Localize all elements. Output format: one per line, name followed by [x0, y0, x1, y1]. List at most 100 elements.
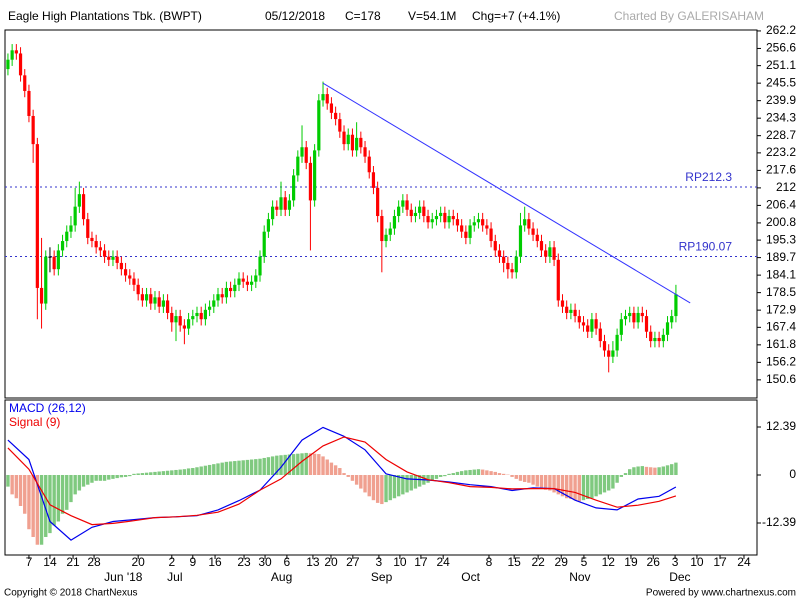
month-label: Jul — [167, 570, 182, 584]
candle-body — [140, 294, 144, 301]
candle-body — [266, 219, 271, 232]
candle-body — [573, 309, 577, 317]
histogram-bar — [203, 465, 208, 476]
histogram-bar — [52, 475, 56, 526]
candle-body — [472, 222, 476, 226]
candle-body — [136, 284, 140, 295]
candle-body — [640, 312, 644, 317]
histogram-bar — [14, 475, 19, 499]
candle-body — [476, 219, 481, 223]
histogram-bar — [480, 469, 485, 476]
candle-body — [611, 350, 615, 357]
candle-body — [497, 250, 502, 257]
candle-body — [153, 297, 157, 304]
histogram-bar — [224, 461, 229, 476]
month-label: Jun '18 — [104, 570, 143, 584]
histogram-bar — [90, 475, 94, 483]
histogram-bar — [527, 475, 531, 483]
candle-body — [455, 219, 460, 226]
histogram-bar — [522, 475, 527, 482]
candle-body — [44, 256, 48, 304]
histogram-bar — [132, 473, 136, 476]
candle-body — [304, 147, 308, 163]
histogram-bar — [65, 475, 69, 510]
candle-body — [586, 325, 590, 332]
candle-body — [241, 278, 245, 282]
candle-body — [426, 216, 430, 223]
candle-body — [182, 325, 186, 329]
candle-body — [157, 297, 161, 307]
candle-body — [170, 312, 174, 323]
histogram-bar — [199, 466, 203, 476]
x-tick-label: 5 — [581, 555, 588, 569]
candle-body — [481, 219, 485, 226]
candle-body — [77, 194, 81, 207]
candle-body — [98, 247, 102, 251]
histogram-bar — [552, 475, 556, 493]
candle-body — [636, 312, 640, 323]
candle-body — [544, 250, 548, 257]
histogram-bar — [514, 475, 518, 479]
histogram-bar — [254, 459, 258, 476]
histogram-bar — [346, 475, 350, 477]
x-tick-label: 3 — [376, 555, 383, 569]
candle-body — [186, 319, 191, 329]
candle-body — [418, 206, 422, 213]
histogram-bar — [405, 475, 409, 493]
histogram-bar — [287, 454, 292, 476]
candle-body — [401, 200, 405, 207]
candle-body — [65, 231, 69, 242]
candle-body — [422, 206, 426, 217]
legend-entry: MACD (26,12) — [9, 401, 86, 415]
candle-body — [39, 287, 44, 304]
candle-body — [224, 287, 228, 298]
candle-body — [594, 319, 598, 329]
candle-body — [18, 53, 23, 76]
y-tick-label: 0 — [789, 467, 796, 481]
histogram-bar — [157, 471, 161, 476]
candle-body — [23, 75, 27, 91]
candle-body — [644, 316, 649, 332]
candle-body — [14, 50, 18, 54]
x-tick-label: 28 — [87, 555, 101, 569]
histogram-bar — [312, 453, 317, 476]
candle-body — [229, 287, 233, 292]
candle-body — [514, 256, 518, 273]
histogram-bar — [342, 473, 346, 476]
powered-by: Powered by www.chartnexus.com — [646, 588, 796, 599]
histogram-bar — [161, 471, 166, 476]
y-tick-label: 12.39 — [766, 419, 796, 433]
histogram-bar — [598, 475, 602, 495]
histogram-bar — [149, 472, 153, 476]
histogram-bar — [300, 453, 304, 476]
y-tick-label: 251.1 — [766, 58, 796, 72]
histogram-bar — [501, 473, 506, 476]
candle-body — [565, 306, 569, 313]
candle-body — [10, 50, 14, 60]
histogram-bar — [510, 475, 514, 477]
candle-body — [674, 294, 678, 317]
candle-body — [199, 312, 203, 320]
candle-body — [94, 241, 98, 248]
candle-body — [430, 219, 434, 223]
histogram-bar — [602, 475, 607, 493]
histogram-bar — [417, 475, 422, 487]
candle-body — [502, 256, 506, 263]
histogram-bar — [485, 470, 489, 476]
histogram-bar — [443, 475, 447, 477]
y-tick-label: 178.5 — [766, 285, 796, 299]
histogram-bar — [396, 475, 401, 497]
histogram-bar — [275, 455, 279, 476]
histogram-bar — [31, 475, 35, 537]
histogram-bar — [674, 462, 678, 476]
x-tick-label: 20 — [131, 555, 145, 569]
histogram-bar — [170, 470, 174, 476]
histogram-bar — [111, 475, 115, 479]
y-tick-label: 256.6 — [766, 41, 796, 55]
candle-body — [250, 281, 254, 285]
histogram-bar — [338, 468, 342, 476]
candle-body — [325, 94, 329, 104]
histogram-bar — [472, 469, 476, 476]
candle-body — [619, 319, 623, 335]
